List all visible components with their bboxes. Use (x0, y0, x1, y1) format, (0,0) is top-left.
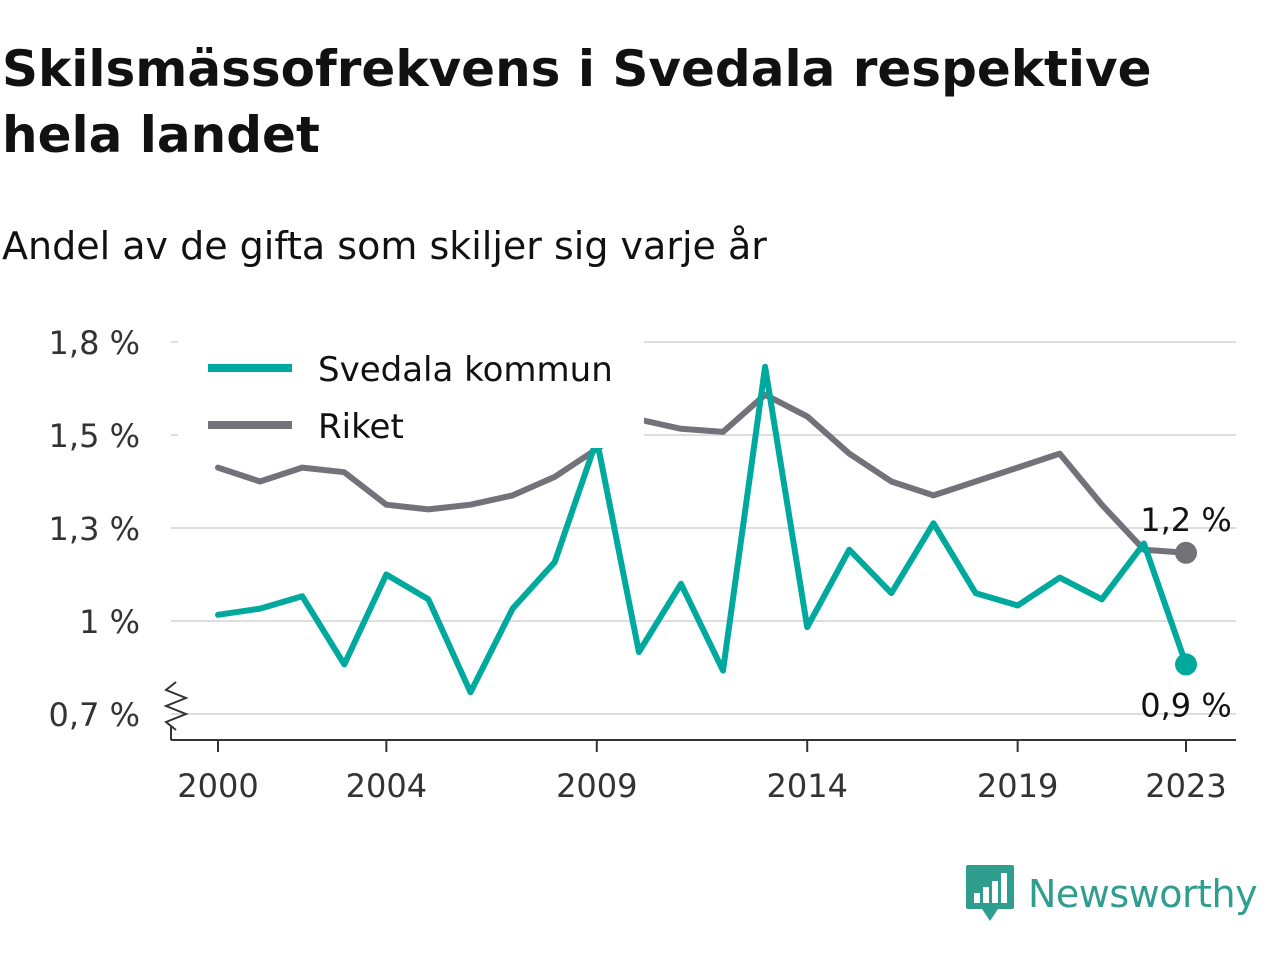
x-tick-label: 2019 (977, 767, 1058, 805)
legend-background (178, 336, 644, 448)
chart-title: Skilsmässofrekvens i Svedala respektive … (2, 40, 1152, 164)
y-tick-label: 1,8 % (49, 324, 140, 362)
y-axis-break-icon (163, 681, 189, 731)
legend-label-svedala: Svedala kommun (318, 350, 613, 390)
brand-name: Newsworthy (1028, 872, 1258, 916)
y-tick-label: 1 % (79, 603, 140, 641)
end-point-riket (1175, 541, 1197, 564)
y-tick-label: 1,3 % (49, 510, 140, 548)
x-tick-label: 2009 (556, 767, 637, 805)
x-tick-label: 2014 (766, 767, 847, 805)
legend: Svedala kommun Riket (178, 336, 644, 448)
x-tick-label: 2004 (346, 767, 427, 805)
y-axis-labels: 0,7 % 1 % 1,3 % 1,5 % 1,8 % (49, 324, 140, 734)
newsworthy-logo-icon (966, 865, 1014, 921)
chart-subtitle: Andel av de gifta som skiljer sig varje … (2, 224, 767, 268)
series-line-svedala (215, 363, 1189, 696)
x-tick-label: 2000 (177, 767, 258, 805)
series-lines (215, 363, 1197, 696)
end-labels: 1,2 % 0,9 % (1140, 501, 1231, 725)
brand-logo: Newsworthy (964, 862, 1258, 926)
end-label-riket: 1,2 % (1140, 501, 1231, 539)
series-line-riket (215, 391, 1189, 556)
line-chart: 0,7 % 1 % 1,3 % 1,5 % 1,8 % 2000 2004 2009 2014… (49, 324, 1236, 805)
x-tick-label: 2023 (1145, 767, 1226, 805)
end-label-svedala: 0,9 % (1140, 686, 1231, 724)
end-point-svedala (1175, 653, 1197, 676)
x-axis-labels: 2000 2004 2009 2014 2019 2023 (177, 767, 1226, 805)
x-axis (163, 681, 1236, 752)
legend-label-riket: Riket (318, 407, 404, 447)
y-tick-label: 0,7 % (49, 696, 140, 734)
y-tick-label: 1,5 % (49, 417, 140, 455)
